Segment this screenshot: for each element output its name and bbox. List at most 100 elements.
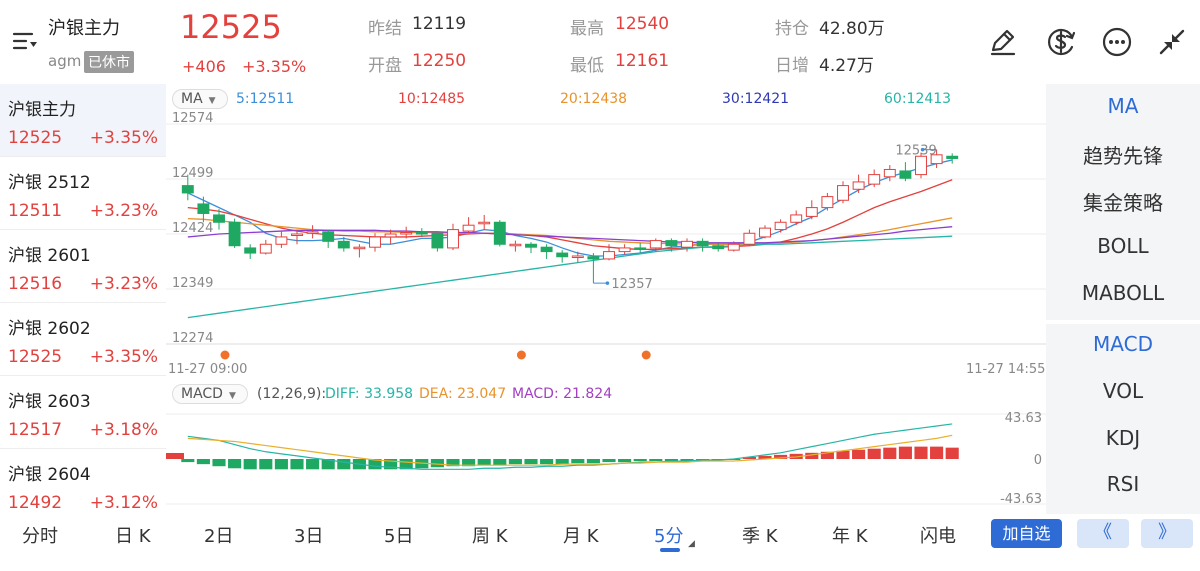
candle-body (228, 221, 241, 247)
y-tick-label: 12574 (172, 112, 213, 126)
macd-bar (898, 446, 912, 459)
prev-button[interactable]: 《 (1077, 519, 1129, 548)
list-item[interactable]: 沪银主力 12525 +3.35% (0, 84, 166, 157)
indicator-vol[interactable]: VOL (1102, 379, 1144, 403)
candle-body (181, 185, 194, 194)
macd-bar (836, 450, 850, 459)
stat-label: 昨结 (368, 19, 402, 39)
collapse-icon[interactable] (1154, 24, 1190, 60)
macd-bar (758, 455, 772, 459)
macd-bar (914, 446, 928, 459)
candle-body (665, 240, 678, 247)
macd-bar (883, 447, 897, 459)
next-button[interactable]: 》 (1141, 519, 1193, 548)
macd-bar (867, 448, 881, 459)
tab-timeshare[interactable]: 分时 (22, 526, 58, 547)
indicator-kdj[interactable]: KDJ (1105, 426, 1141, 450)
indicator-boll[interactable]: BOLL (1097, 234, 1149, 258)
tab-2day[interactable]: 2日 (204, 526, 234, 547)
list-item-price: 12517 (8, 420, 63, 440)
candle-body (946, 155, 959, 159)
candle-body (275, 236, 288, 245)
list-item[interactable]: 沪银 2604 12492 +3.12% (0, 449, 166, 514)
candle-body (852, 181, 865, 190)
currency-icon[interactable] (1043, 24, 1079, 60)
macd-bar (820, 451, 834, 459)
list-item-price: 12511 (8, 201, 63, 221)
indicator-ma[interactable]: MA (1107, 94, 1139, 118)
list-item-pct: +3.12% (89, 493, 158, 513)
macd-chart[interactable]: 43.63 0 -43.63 (166, 406, 1046, 512)
candlestick-chart[interactable]: 12574 12499 12424 12349 12274 12539 12357 11-27… (166, 112, 1046, 376)
pen-icon[interactable] (985, 24, 1021, 60)
tab-lightning[interactable]: 闪电 (920, 526, 956, 547)
candle-body (400, 232, 413, 235)
tab-quarter-k[interactable]: 季 K (742, 526, 778, 547)
candle-body (930, 154, 943, 165)
candle-body (462, 224, 475, 232)
list-item[interactable]: 沪银 2512 12511 +3.23% (0, 157, 166, 230)
macd-selector-label: MACD (181, 386, 223, 402)
macd-diff: DIFF: 33.958 (325, 386, 414, 402)
more-icon[interactable] (1099, 24, 1135, 60)
macd-bar (524, 459, 538, 465)
macd-bar (852, 449, 866, 459)
tab-month-k[interactable]: 月 K (563, 526, 599, 547)
stat-label: 开盘 (368, 56, 402, 76)
list-item[interactable]: 沪银 2603 12517 +3.18% (0, 376, 166, 449)
list-item[interactable]: 沪银 2602 12525 +3.35% (0, 303, 166, 376)
macd-bar (664, 459, 678, 462)
tab-day-k[interactable]: 日 K (115, 526, 151, 547)
candle-body (431, 232, 444, 249)
active-tab-indicator (660, 548, 680, 552)
candle-body (369, 236, 381, 248)
list-item[interactable]: 沪银 2601 12516 +3.23% (0, 230, 166, 303)
ma-selector[interactable]: MA ▼ (172, 89, 228, 109)
ma5-line (187, 159, 953, 257)
stat-label: 日增 (775, 56, 809, 76)
candle-body (556, 252, 569, 258)
list-item-price: 12492 (8, 493, 63, 513)
y-tick-label: 12349 (172, 276, 213, 291)
indicator-macd[interactable]: MACD (1093, 332, 1153, 356)
add-watchlist-button[interactable]: 加自选 (991, 519, 1062, 548)
tab-5day[interactable]: 5日 (384, 526, 414, 547)
macd-bar (586, 459, 600, 464)
indicator-panel: MA 趋势先锋 集金策略 BOLL MABOLL MACD VOL KDJ RS… (1046, 84, 1200, 514)
indicator-rsi[interactable]: RSI (1106, 472, 1140, 496)
x-label-end: 11-27 14:55 (966, 362, 1045, 376)
low-dot (605, 281, 610, 285)
macd-bar (555, 459, 569, 465)
macd-bar (181, 459, 195, 463)
candle-body (509, 243, 522, 247)
stat-label: 持仓 (775, 19, 809, 39)
menu-filter-icon[interactable] (10, 28, 40, 60)
indicator-maboll[interactable]: MABOLL (1081, 281, 1165, 305)
tab-3day[interactable]: 3日 (294, 526, 324, 547)
indicator-jijin-strategy[interactable]: 集金策略 (1083, 191, 1163, 215)
macd-bar (430, 459, 444, 468)
macd-bar (243, 459, 257, 470)
list-item-name: 沪银 2602 (8, 319, 91, 339)
macd-bar (446, 459, 460, 467)
tab-year-k[interactable]: 年 K (832, 526, 868, 547)
macd-bar (618, 459, 632, 463)
last-price: 12525 (180, 8, 282, 46)
list-item-name: 沪银 2603 (8, 392, 91, 412)
tab-week-k[interactable]: 周 K (472, 526, 508, 547)
macd-bar (540, 459, 554, 465)
macd-dea: DEA: 23.047 (419, 386, 507, 402)
price-change-pct: +3.35% (242, 57, 307, 76)
macd-y-tick: -43.63 (1000, 492, 1042, 507)
tab-dropdown-icon[interactable]: ◢ (688, 539, 695, 549)
macd-bar (228, 459, 242, 469)
indicator-trend-pioneer[interactable]: 趋势先锋 (1083, 144, 1163, 168)
macd-bar (945, 447, 959, 459)
candle-body (759, 227, 771, 238)
macd-selector[interactable]: MACD ▼ (172, 384, 248, 404)
ma-selector-label: MA (181, 91, 203, 107)
tab-5min[interactable]: 5分 (654, 526, 684, 547)
stat-value: 12119 (412, 14, 467, 34)
macd-bar (477, 459, 491, 466)
candle-body (618, 247, 631, 253)
